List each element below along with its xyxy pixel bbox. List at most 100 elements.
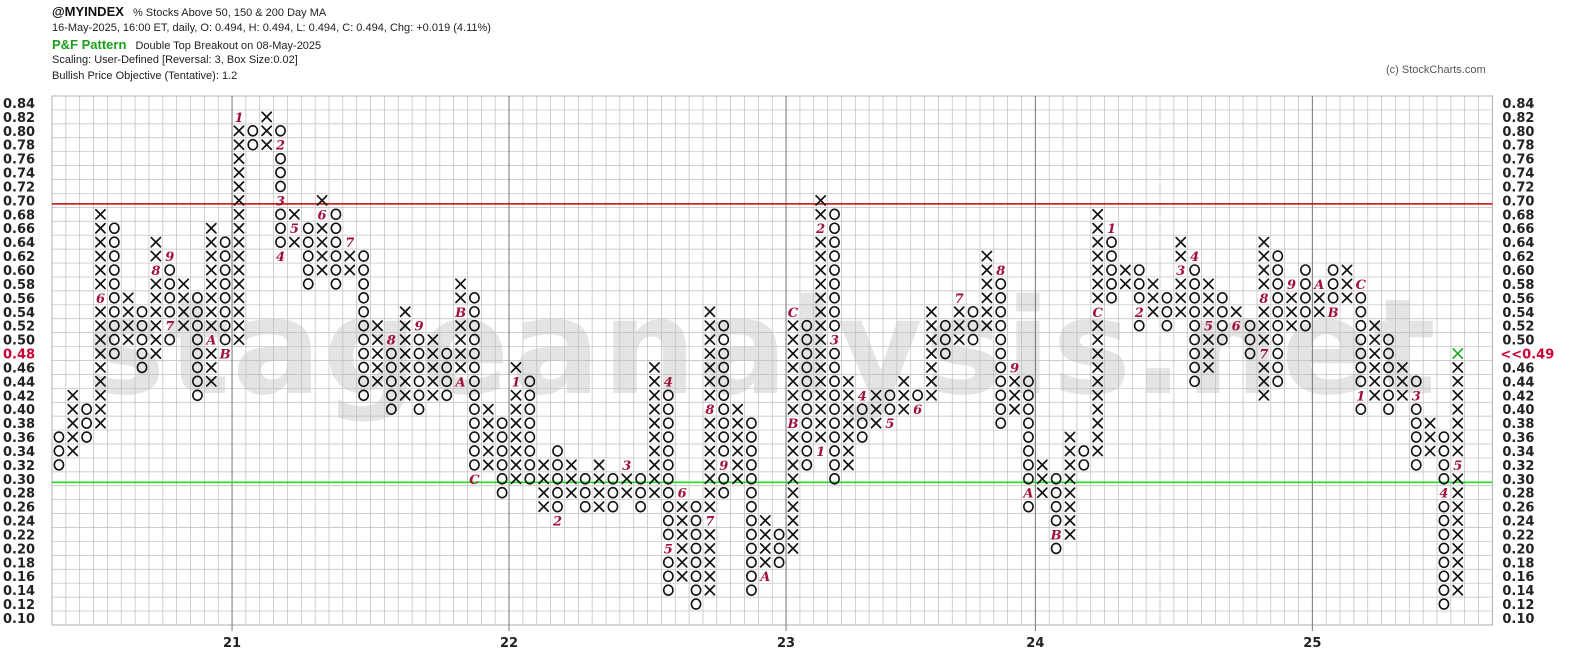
x-box [1452,584,1464,596]
x-box [1175,292,1187,304]
o-box [302,264,314,276]
x-box [787,445,799,457]
o-box [1410,445,1422,457]
scaling-line: Scaling: User-Defined [Reversal: 3, Box … [52,54,298,66]
o-box [967,319,979,332]
o-box [884,389,896,402]
x-box [95,361,106,373]
x-box [815,361,827,373]
y-tick-label-right: 0.30 [1502,473,1534,488]
y-tick-label-left: 0.80 [3,125,35,140]
y-tick-label-right: 0.62 [1502,250,1534,265]
o-box [192,389,203,402]
o-box [469,305,480,318]
o-box [108,305,120,318]
x-box [233,139,245,151]
o-box [829,361,840,374]
o-box [192,319,203,332]
y-tick-label-left: 0.70 [3,194,35,209]
o-box [330,278,342,290]
o-box [690,528,702,541]
x-box [1203,334,1214,346]
y-tick-label-right: 0.50 [1502,334,1534,349]
x-box [649,431,660,443]
month-marker: 1 [511,375,520,390]
o-box [1106,292,1117,304]
y-tick-label-right: 0.32 [1502,459,1534,474]
o-box [219,236,231,248]
o-box [1023,459,1034,471]
x-box [676,556,688,568]
x-box [178,320,190,332]
o-box [829,347,840,360]
o-box [829,431,840,443]
x-box [288,208,300,220]
month-marker: 5 [290,222,299,237]
month-marker: 1 [1107,222,1116,237]
o-box [801,361,813,374]
x-box [1203,306,1214,318]
o-box [635,472,647,485]
x-box [1258,306,1270,318]
o-box [1050,500,1062,513]
o-box [136,305,148,318]
o-box [330,264,342,276]
month-marker: A [204,334,216,349]
month-marker: B [219,348,231,363]
x-box [538,501,550,513]
y-tick-label-left: 0.10 [3,612,35,627]
x-box [787,320,799,332]
x-box [95,278,106,290]
o-box [164,292,176,304]
o-box [1438,431,1450,443]
o-box [662,472,674,485]
x-box [233,292,245,304]
x-box [1258,375,1270,387]
y-tick-label-right: 0.28 [1502,487,1534,502]
o-box [746,431,757,443]
o-box [496,417,508,429]
o-box [1383,389,1394,402]
o-box [1244,333,1256,346]
x-box [898,403,910,415]
o-box [662,500,674,513]
x-box [926,389,937,401]
o-box [579,500,591,513]
o-box [413,403,425,416]
x-box [95,250,106,262]
month-marker: 2 [815,222,825,237]
x-box [1119,278,1131,290]
x-box [1424,417,1436,429]
x-box [233,278,245,290]
x-box [538,473,550,485]
x-box [427,361,439,373]
o-box [136,333,148,346]
o-box [469,292,480,304]
x-box [95,208,106,220]
x-box [704,542,716,554]
y-tick-label-right: 0.14 [1502,584,1534,599]
o-box [718,403,730,416]
o-box [1355,403,1367,416]
x-box [926,361,937,373]
o-box [302,250,314,262]
o-box [829,319,840,332]
x-box [1452,556,1464,568]
month-marker: 1 [1356,389,1365,404]
o-box [441,389,453,402]
x-box [1147,278,1159,290]
o-box [1023,403,1034,416]
month-marker: 3 [1176,264,1185,279]
o-box [1300,319,1311,332]
o-box [1189,375,1201,388]
o-box [164,333,176,346]
x-box [565,487,577,499]
x-box [649,375,660,387]
o-box [912,389,924,402]
x-box [455,292,467,304]
x-box [399,334,411,346]
y-tick-label-right: 0.80 [1502,125,1534,140]
month-marker: 7 [955,292,964,307]
o-box [718,361,730,374]
o-box [275,236,286,248]
